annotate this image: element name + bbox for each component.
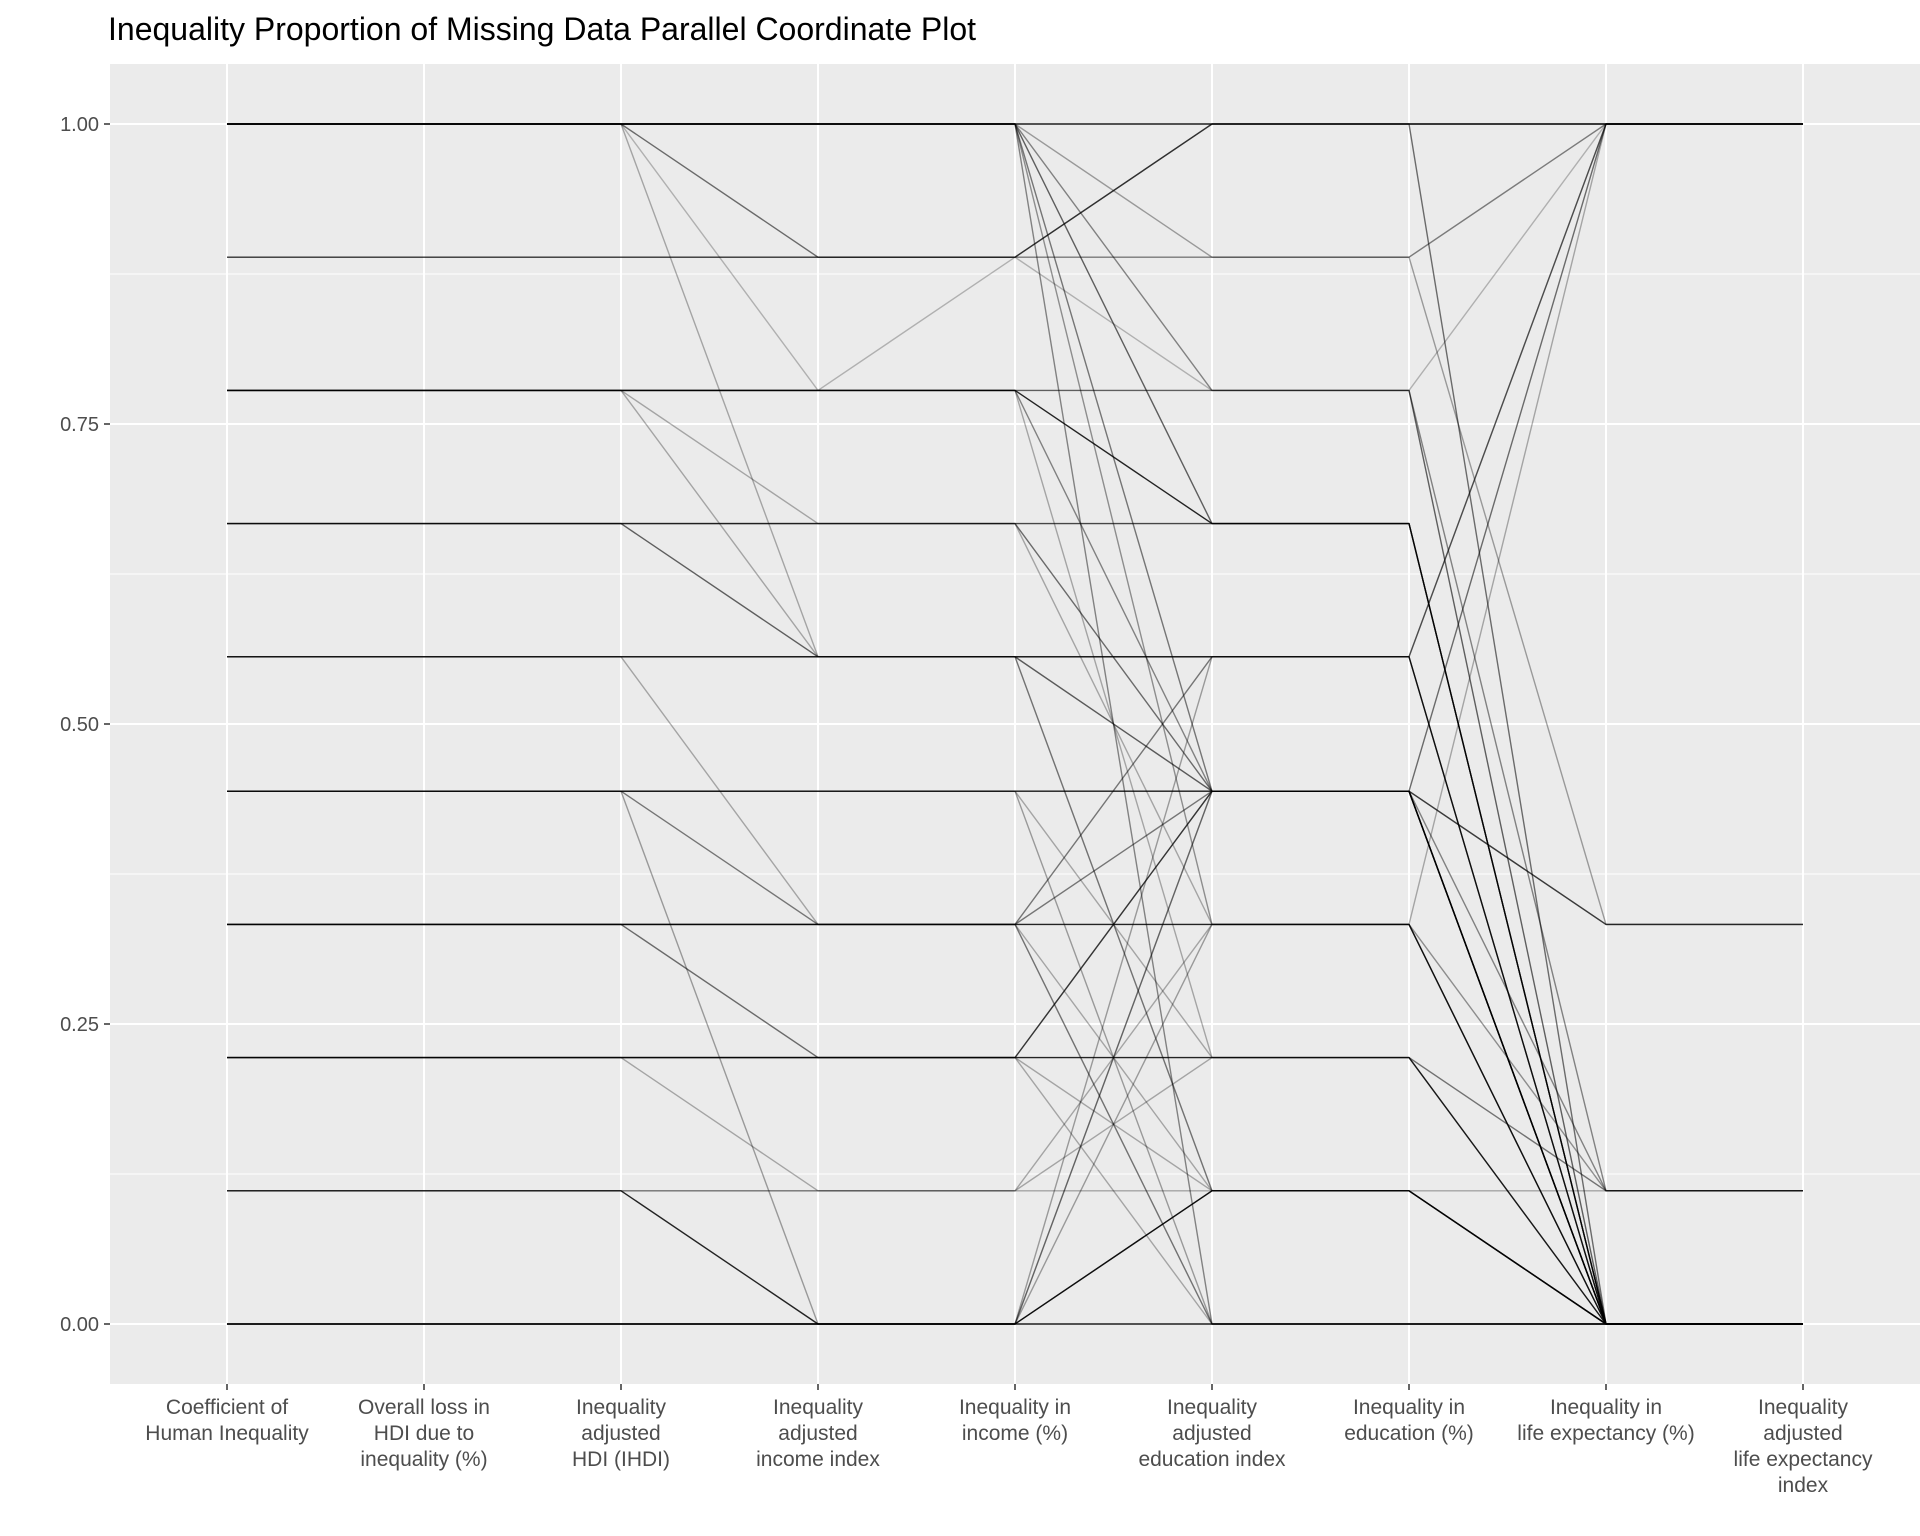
y-tick-label: 0.50: [60, 714, 99, 736]
x-tick-label: Inequality adjusted education index: [1138, 1396, 1286, 1471]
data-line: [227, 790, 1803, 1325]
data-line: [227, 123, 1803, 1192]
x-tick-label: Inequality in education (%): [1344, 1396, 1474, 1445]
y-tick-label: 0.00: [60, 1314, 99, 1336]
x-tick-label: Inequality adjusted income index: [756, 1396, 880, 1471]
chart-title: Inequality Proportion of Missing Data Pa…: [108, 11, 976, 47]
data-lines: [227, 123, 1803, 1325]
y-axis: 0.00 0.25 0.50 0.75 1.00: [60, 114, 110, 1336]
data-line: [227, 656, 1803, 1325]
y-tick-label: 0.25: [60, 1014, 99, 1036]
x-tick-label: Coefficient of Human Inequality: [145, 1396, 309, 1445]
x-tick-label: Inequality in life expectancy (%): [1517, 1396, 1694, 1445]
data-line: [227, 123, 1803, 1325]
data-line: [227, 923, 1803, 1325]
x-tick-label: Inequality adjusted HDI (IHDI): [572, 1396, 670, 1471]
y-tick-label: 1.00: [60, 114, 99, 136]
data-line: [227, 123, 1803, 926]
x-tick-label: Overall loss in HDI due to inequality (%): [358, 1396, 490, 1471]
data-line: [227, 123, 1803, 392]
data-line: [227, 1056, 1803, 1325]
y-tick-label: 0.75: [60, 414, 99, 436]
data-line: [227, 790, 1803, 1325]
data-line: [227, 1190, 1803, 1325]
x-axis: Coefficient of Human Inequality Overall lo…: [145, 1384, 1873, 1497]
data-line: [227, 389, 1803, 1325]
data-line: [227, 123, 1803, 1325]
data-line: [227, 656, 1803, 926]
x-tick-label: Inequality adjusted life expectancy index: [1734, 1396, 1873, 1497]
x-tick-label: Inequality in income (%): [959, 1396, 1071, 1445]
data-line: [227, 522, 1803, 1325]
